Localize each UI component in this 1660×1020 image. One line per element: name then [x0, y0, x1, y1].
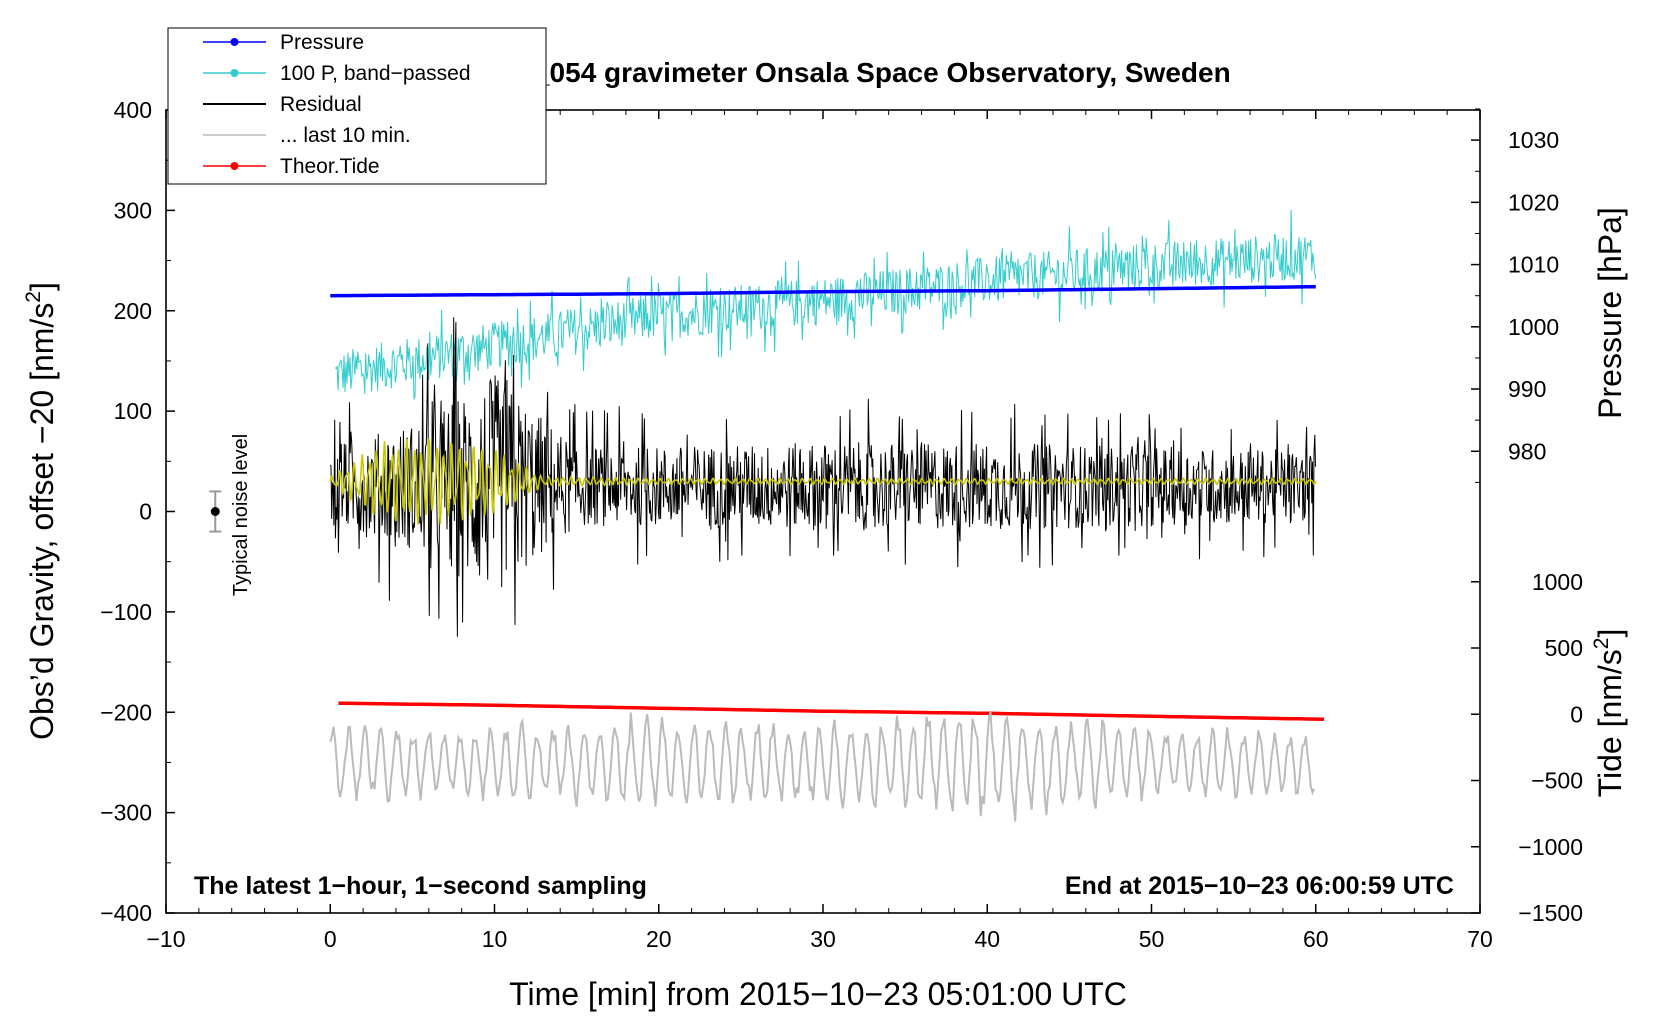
x-tick-label: 50 — [1139, 926, 1165, 952]
tide-tick-label: −500 — [1531, 768, 1583, 794]
y-tick-label: −400 — [100, 900, 152, 926]
legend-label: Residual — [280, 93, 362, 116]
noise-point — [210, 507, 220, 516]
last-10-min-line — [329, 711, 1316, 822]
x-tick-label: 40 — [974, 926, 1000, 952]
y-axis-pressure-label: Pressure [hPa] — [1592, 207, 1628, 419]
x-tick-label: 0 — [324, 926, 337, 952]
tide-label-main: Tide [nm/s — [1592, 649, 1628, 797]
pressure-line — [330, 284, 1316, 298]
residual-line — [329, 317, 1316, 637]
pressure-tick-label: 1000 — [1508, 314, 1559, 340]
y-tick-label: −100 — [100, 599, 152, 625]
pressure-tick-label: 1010 — [1508, 252, 1559, 278]
tide-label-sup: 2 — [1590, 638, 1613, 650]
x-tick-label: 10 — [482, 926, 508, 952]
y-tick-label: 100 — [114, 398, 152, 424]
bandpassed-pressure-line — [334, 209, 1317, 400]
legend-label: Theor.Tide — [280, 155, 380, 178]
tide-tick-label: 500 — [1545, 635, 1583, 661]
x-axis-ticks: −10 0 10 20 30 40 50 60 70 — [146, 110, 1493, 952]
x-axis-label: Time [min] from 2015−10−23 05:01:00 UTC — [509, 976, 1127, 1012]
pressure-tick-label: 980 — [1508, 438, 1546, 464]
legend-label: ... last 10 min. — [280, 124, 411, 147]
y-axis-pressure-ticks: 1030 1020 1010 1000 990 980 — [1471, 108, 1559, 483]
pressure-tick-label: 990 — [1508, 376, 1546, 402]
theoretical-tide-line — [338, 701, 1325, 722]
pressure-tick-label: 1030 — [1508, 127, 1559, 153]
y-left-label-main: Obs’d Gravity, offset −20 [nm/s — [24, 303, 60, 740]
y-axis-tide-ticks: 1000 500 0 −500 −1000 −1500 — [1471, 569, 1583, 926]
x-tick-label: 20 — [646, 926, 672, 952]
y-axis-left-ticks: 400 300 200 100 0 −100 −200 −300 −400 — [100, 97, 175, 926]
x-tick-label: 60 — [1303, 926, 1329, 952]
x-tick-label: −10 — [146, 926, 185, 952]
y-tick-label: 300 — [114, 197, 152, 223]
pressure-tick-label: 1020 — [1508, 189, 1559, 215]
legend-marker — [230, 69, 239, 77]
x-tick-label: 70 — [1467, 926, 1493, 952]
noise-level: Typical noise level — [209, 434, 252, 596]
chart-title: SCG_054 gravimeter Onsala Space Observat… — [473, 57, 1230, 88]
legend: Pressure 100 P, band−passed Residual ... la… — [167, 27, 547, 185]
legend-marker — [230, 38, 239, 46]
y-tick-label: 200 — [114, 298, 152, 324]
end-time-note: End at 2015−10−23 06:00:59 UTC — [1065, 872, 1454, 900]
legend-marker — [230, 162, 239, 170]
y-axis-tide-label: Tide [nm/s2] — [1590, 629, 1628, 798]
y-tick-label: 0 — [139, 499, 152, 525]
y-tick-label: −300 — [100, 800, 152, 826]
residual-smoothed-line — [329, 438, 1317, 525]
legend-box — [167, 27, 547, 185]
plot-series — [329, 209, 1325, 822]
legend-label: Pressure — [280, 31, 364, 54]
tide-tick-label: −1500 — [1518, 900, 1583, 926]
y-left-label-sup: 2 — [22, 291, 45, 303]
y-tick-label: 400 — [114, 97, 152, 123]
sampling-note: The latest 1−hour, 1−second sampling — [194, 872, 647, 900]
tide-tick-label: −1000 — [1518, 834, 1583, 860]
noise-level-label: Typical noise level — [230, 434, 252, 596]
y-axis-left-label: Obs’d Gravity, offset −20 [nm/s2] — [22, 282, 60, 740]
tide-label-tail: ] — [1592, 629, 1628, 638]
legend-label: 100 P, band−passed — [280, 62, 471, 85]
x-tick-label: 30 — [810, 926, 836, 952]
tide-tick-label: 0 — [1570, 701, 1583, 727]
tide-tick-label: 1000 — [1532, 569, 1583, 595]
y-left-label-tail: ] — [24, 282, 60, 291]
y-tick-label: −200 — [100, 699, 152, 725]
